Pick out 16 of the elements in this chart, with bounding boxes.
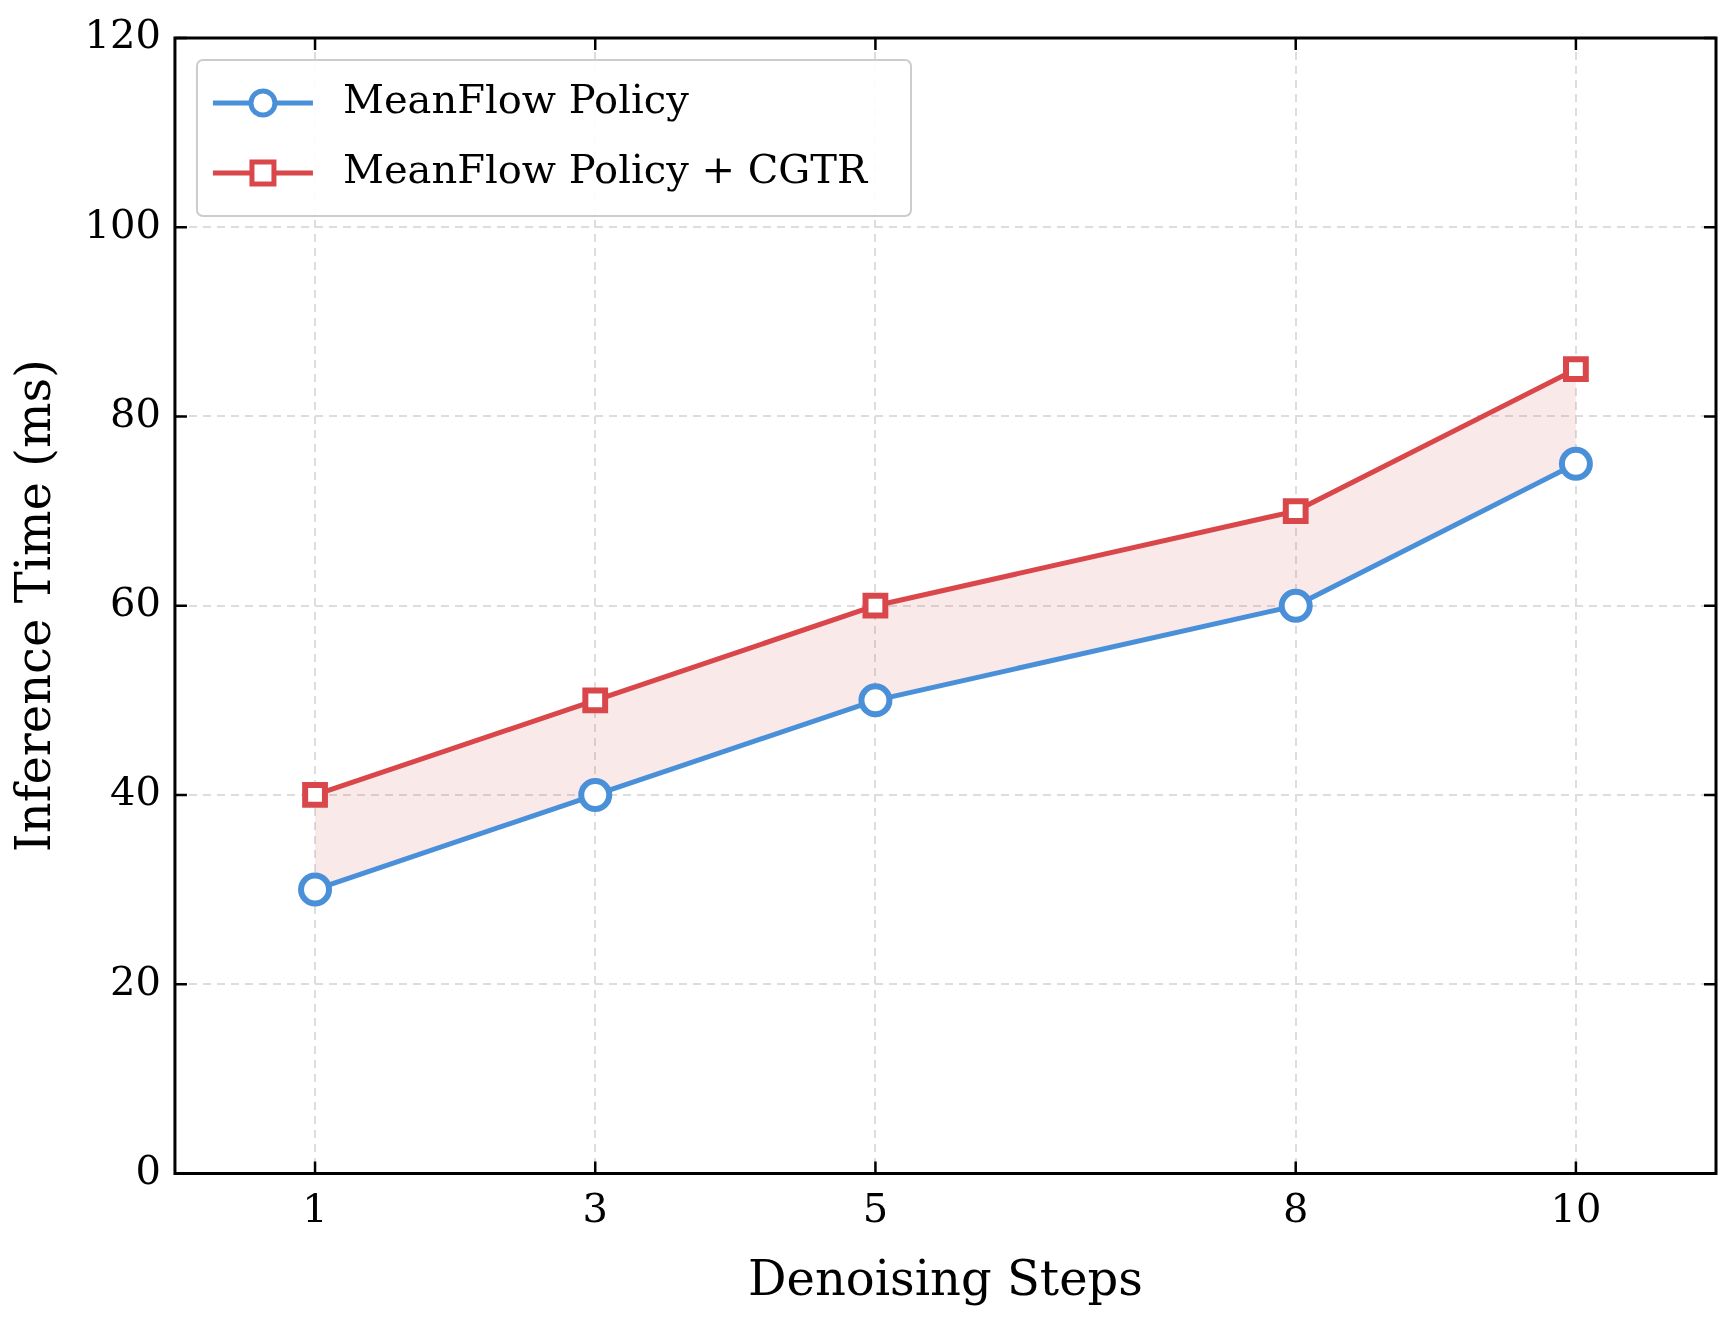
x-tick-label: 3 (582, 1184, 608, 1231)
x-tick-label: 1 (302, 1184, 328, 1231)
y-tick-label: 40 (110, 768, 161, 815)
legend-label: MeanFlow Policy (342, 76, 690, 123)
x-tick-label: 5 (862, 1184, 889, 1231)
y-axis-title: Inference Time (ms) (5, 359, 62, 853)
y-tick-label: 80 (110, 389, 161, 436)
y-tick-label: 100 (84, 200, 161, 247)
x-tick-label: 10 (1550, 1184, 1602, 1231)
y-tick-label: 0 (135, 1146, 161, 1193)
legend-label: MeanFlow Policy + CGTR (342, 146, 869, 193)
y-tick-label: 120 (84, 11, 161, 58)
x-axis-title: Denoising Steps (748, 1249, 1143, 1306)
y-tick-label: 20 (110, 957, 161, 1004)
y-tick-label: 60 (110, 579, 161, 626)
x-tick-label: 8 (1282, 1184, 1309, 1231)
